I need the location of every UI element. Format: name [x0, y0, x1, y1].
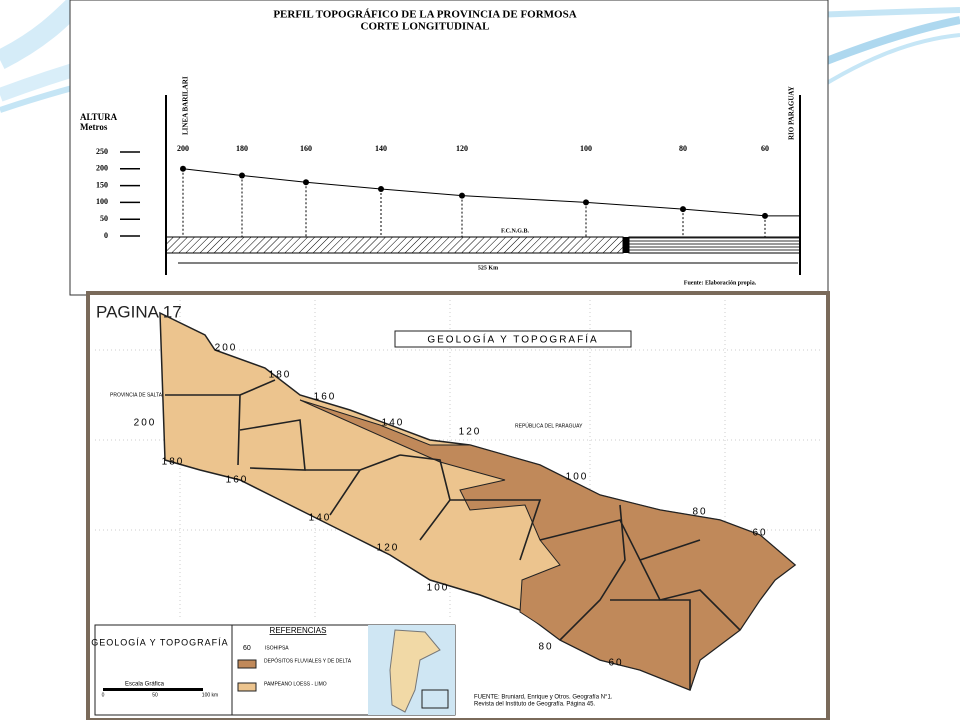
inset-detail — [421, 689, 449, 709]
point-label: 140 — [375, 144, 387, 153]
place: REPÚBLICA DEL PARAGUAY — [515, 422, 583, 429]
legend-heading: REFERENCIAS — [270, 626, 327, 635]
contour-label: 80 — [692, 507, 707, 518]
point-label: 180 — [236, 144, 248, 153]
profile-point — [680, 206, 686, 213]
legend-text: ISOHIPSA — [265, 645, 289, 651]
annotation: 525 Km — [478, 265, 498, 271]
annotation: F.C.N.G.B. — [501, 228, 529, 234]
y-label: ALTURA — [80, 112, 118, 122]
point-label: 100 — [580, 144, 592, 153]
inset-country — [389, 629, 441, 713]
contour-label: 120 — [459, 427, 482, 438]
contour-label: 180 — [269, 370, 292, 381]
y-tick-label: 100 — [96, 197, 108, 206]
scale-bar — [103, 688, 203, 691]
point-label: 200 — [177, 144, 189, 153]
point-label: 160 — [300, 144, 312, 153]
profile-point — [378, 185, 384, 192]
annotation: RIO PARAGUAY — [788, 86, 796, 140]
region-fluvial — [299, 399, 796, 691]
source: FUENTE: Bruniard, Enrique y Otros. Geogr… — [474, 695, 613, 701]
contour-label: 140 — [309, 513, 332, 524]
y-tick-label: 0 — [104, 231, 108, 240]
legend-text: DEPÓSITOS FLUVIALES Y DE DELTA — [264, 657, 352, 664]
page-label: PAGINA 17 — [96, 302, 182, 321]
y-unit: Metros — [80, 122, 108, 132]
legend-title: GEOLOGÍA Y TOPOGRAFÍA — [91, 637, 228, 647]
profile-point — [583, 199, 589, 206]
profile-point — [239, 172, 245, 179]
profile-point — [762, 212, 768, 219]
rail-section — [628, 236, 801, 254]
point-label: 120 — [456, 144, 468, 153]
scale-label: Escala Gráfica — [125, 682, 165, 688]
y-tick-label: 50 — [100, 214, 108, 223]
legend-text: 60 — [243, 645, 251, 652]
y-tick-label: 150 — [96, 180, 108, 189]
map-title-box — [394, 330, 632, 348]
contour-label: 100 — [427, 583, 450, 594]
profile-title: PERFIL TOPOGRÁFICO DE LA PROVINCIA DE FO… — [273, 9, 576, 21]
scale-tick: 50 — [152, 692, 158, 698]
legend-swatch — [237, 659, 257, 669]
contour-label: 200 — [134, 418, 157, 429]
contour-label: 200 — [215, 343, 238, 354]
contour-label: 120 — [377, 543, 400, 554]
contour-label: 60 — [752, 528, 767, 539]
rail-section — [165, 236, 624, 254]
contour-label: 160 — [314, 392, 337, 403]
legend-swatch — [237, 682, 257, 692]
y-tick-label: 200 — [96, 164, 108, 173]
point-label: 80 — [679, 144, 687, 153]
annotation: LINEA BARILARI — [182, 76, 190, 135]
boundaries — [165, 379, 741, 690]
contour-label: 140 — [382, 418, 405, 429]
place: PROVINCIA DE SALTA — [110, 392, 163, 398]
source: Revista del Instituto de Geografía. Pági… — [474, 702, 595, 708]
profile-point — [180, 165, 186, 172]
annotation: Fuente: Elaboración propia. — [684, 280, 757, 286]
y-tick-label: 250 — [96, 147, 108, 156]
contour-label: 160 — [226, 475, 249, 486]
contour-label: 60 — [608, 658, 623, 669]
contour-label: 100 — [566, 472, 589, 483]
scale-tick: 0 — [102, 692, 105, 698]
scale-tick: 100 km — [202, 692, 218, 698]
contour-label: 80 — [538, 642, 553, 653]
profile-point — [303, 179, 309, 186]
contour-label: 180 — [162, 457, 185, 468]
map-title: GEOLOGÍA Y TOPOGRAFÍA — [427, 333, 598, 346]
profile-subtitle: CORTE LONGITUDINAL — [361, 21, 490, 33]
legend-text: PAMPEANO LOESS - LIMO — [264, 681, 327, 687]
profile-point — [459, 192, 465, 199]
point-label: 60 — [761, 144, 769, 153]
rail-mark — [623, 237, 629, 253]
